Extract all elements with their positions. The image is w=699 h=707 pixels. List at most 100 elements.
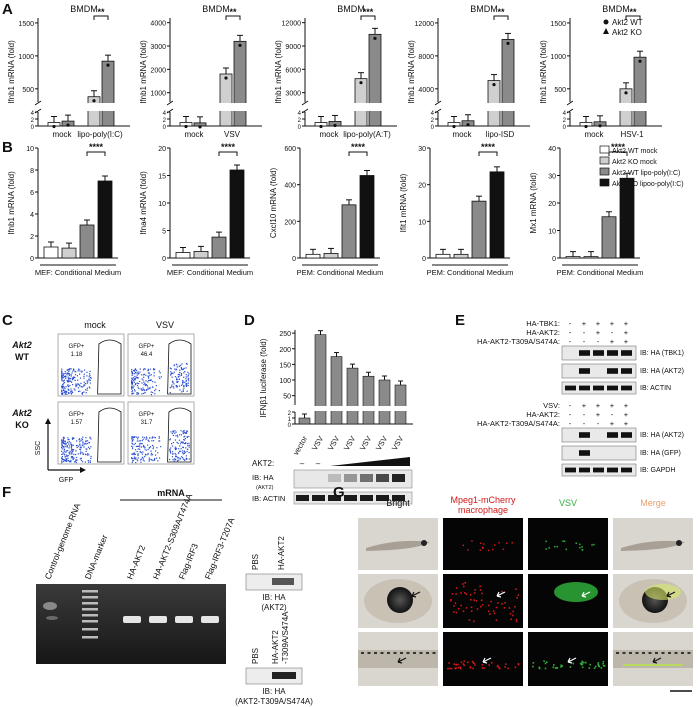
event-dot — [133, 373, 135, 375]
pigment-spot — [432, 652, 436, 654]
event-dot — [70, 377, 72, 379]
event-dot — [182, 442, 184, 444]
event-dot — [147, 444, 149, 446]
event-dot — [134, 453, 137, 455]
event-dot — [145, 436, 147, 438]
event-dot — [66, 454, 68, 456]
gel-lane-label: Control-genome RNA — [43, 501, 83, 580]
event-dot — [159, 377, 161, 380]
event-dot — [182, 446, 184, 448]
event-dot — [85, 437, 87, 439]
event-dot — [171, 445, 174, 447]
event-dot — [142, 459, 144, 461]
signal-speck — [453, 663, 455, 665]
signal-speck — [474, 664, 476, 666]
event-dot — [82, 453, 85, 455]
sig-bracket — [493, 15, 509, 20]
y-axis-label: Ifit1 mRNA (fold) — [399, 173, 408, 232]
event-dot — [131, 388, 133, 390]
event-dot — [175, 455, 177, 457]
event-dot — [139, 368, 141, 370]
event-dot — [64, 390, 66, 392]
e-top-row-label: HA-TBK1: — [526, 319, 560, 328]
event-dot — [186, 448, 189, 451]
blot-band — [392, 495, 405, 501]
event-dot — [67, 439, 69, 441]
event-dot — [68, 443, 70, 445]
event-dot — [131, 381, 133, 384]
signal-speck — [552, 666, 555, 669]
e-top-sign: + — [610, 337, 615, 346]
sig-stars: **** — [611, 142, 626, 152]
event-dot — [68, 380, 70, 382]
signal-speck — [506, 542, 508, 545]
event-dot — [131, 385, 133, 387]
event-dot — [141, 378, 143, 380]
event-dot — [61, 373, 63, 375]
event-dot — [131, 381, 134, 383]
event-dot — [80, 386, 82, 388]
flow-plot: GFP+ 46.4 — [127, 333, 195, 397]
event-dot — [168, 458, 171, 461]
event-dot — [67, 454, 69, 457]
macrophage-speck — [457, 607, 460, 610]
event-dot — [147, 375, 149, 377]
column-label: VSV — [156, 320, 174, 330]
signal-speck — [471, 660, 474, 663]
panel-b-legend: Akt2 WT mock Akt2 KO mock Akt2 WT lipo-pol… — [599, 145, 684, 188]
bar-break-gap — [330, 406, 343, 411]
bar — [175, 252, 191, 259]
sig-bracket — [360, 15, 376, 20]
macrophage-speck — [451, 592, 454, 595]
event-dot — [183, 432, 185, 434]
e-top-sign: + — [582, 319, 587, 328]
signal-speck — [572, 662, 575, 665]
event-dot — [88, 454, 90, 456]
row-label: KO — [15, 420, 29, 430]
blot-caption: (AKT2-T309A/S474A) — [235, 697, 313, 706]
legend-label: Akt2 WT lipo-poly(I:C) — [612, 170, 680, 177]
event-dot — [184, 442, 187, 445]
event-dot — [65, 458, 68, 460]
blot-band — [621, 385, 632, 391]
event-dot — [61, 447, 63, 449]
event-dot — [141, 453, 143, 455]
event-dot — [62, 437, 64, 439]
event-dot — [62, 441, 64, 443]
event-dot — [141, 456, 144, 458]
event-dot — [61, 456, 64, 458]
y-tick-label: 0 — [431, 125, 435, 131]
panel-e: HA-TBK1: - + + + +HA-AKT2: - - + - +HA-AKT2-T309A/… — [477, 319, 684, 477]
event-dot — [71, 384, 74, 386]
event-dot — [66, 445, 68, 447]
event-dot — [131, 387, 133, 389]
event-dot — [186, 450, 188, 453]
event-dot — [85, 389, 87, 391]
sig-stars: **** — [89, 142, 104, 152]
event-dot — [143, 384, 145, 386]
event-dot — [185, 431, 188, 434]
y-tick-label: 3000 — [150, 44, 166, 51]
event-dot — [137, 382, 140, 385]
y-tick-label: 6 — [30, 190, 34, 197]
macrophage-speck — [517, 594, 520, 597]
event-dot — [138, 373, 140, 375]
legend-swatch — [599, 167, 610, 176]
akt2-minus: – — [300, 459, 305, 468]
y-tick-label: 20 — [158, 146, 166, 153]
event-dot — [136, 393, 138, 396]
e-bottom-sign: - — [597, 419, 600, 428]
event-dot — [176, 366, 178, 368]
event-dot — [174, 376, 177, 378]
event-dot — [178, 373, 180, 376]
event-dot — [74, 376, 76, 379]
event-dot — [185, 374, 187, 376]
pigment-spot — [642, 652, 645, 654]
event-dot — [173, 458, 176, 460]
event-dot — [182, 450, 184, 452]
event-dot — [67, 381, 69, 383]
bar-break-gap — [354, 103, 368, 111]
event-dot — [132, 377, 134, 379]
event-dot — [132, 453, 134, 455]
event-dot — [133, 454, 135, 456]
